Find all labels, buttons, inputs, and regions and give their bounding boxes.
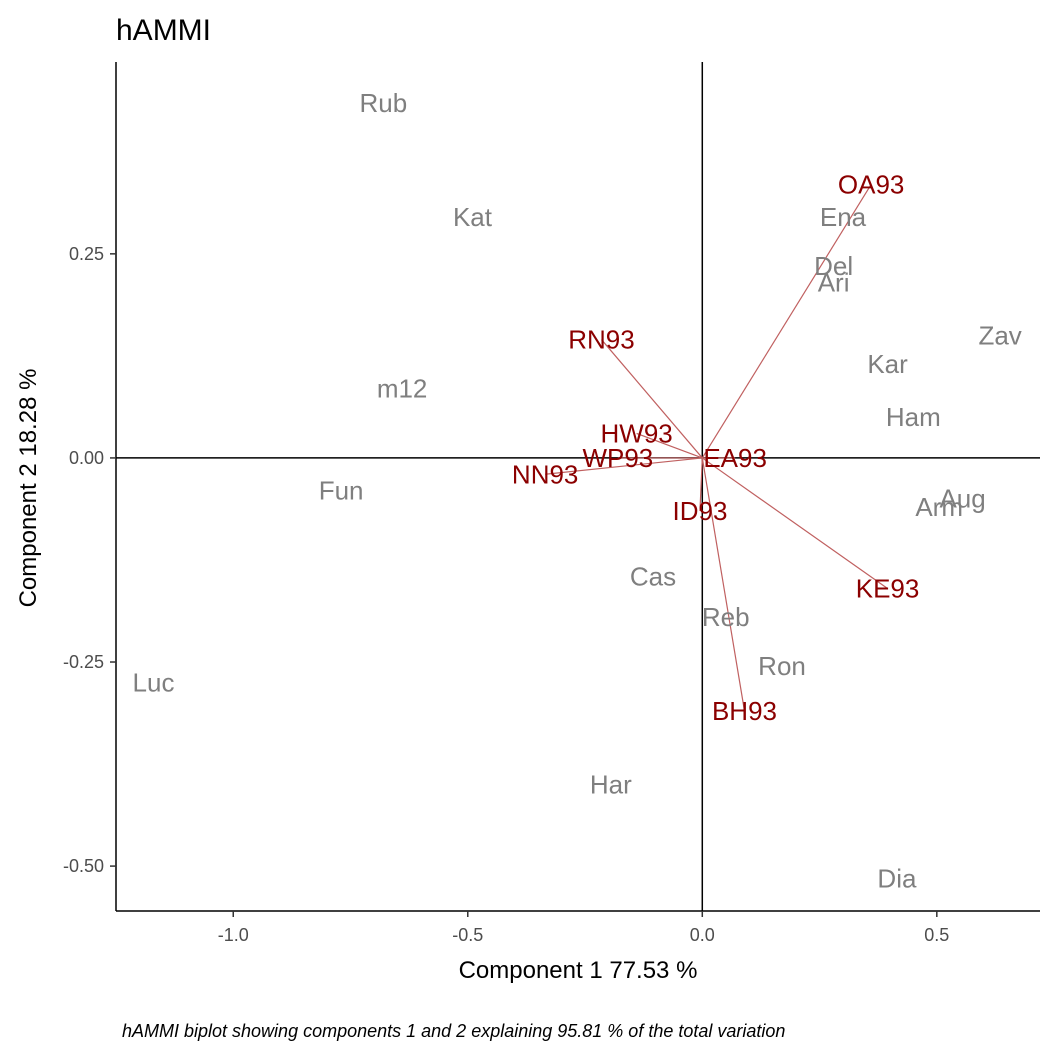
genotype-label-kar: Kar — [867, 349, 908, 379]
genotype-label-arm: Arm — [915, 492, 963, 522]
environment-label-oa93: OA93 — [838, 169, 905, 199]
environment-label-id93: ID93 — [672, 496, 727, 526]
genotype-label-aug: Aug — [939, 484, 985, 514]
x-tick-label: -0.5 — [452, 925, 483, 945]
x-axis-title: Component 1 77.53 % — [459, 957, 698, 984]
environment-label-hw93: HW93 — [601, 418, 673, 448]
vector-ke93 — [701, 457, 888, 590]
y-tick-label: -0.25 — [63, 652, 104, 672]
genotype-label-ari: Ari — [818, 267, 850, 297]
genotype-label-zav: Zav — [978, 320, 1021, 350]
chart-caption: hAMMI biplot showing components 1 and 2 … — [122, 1021, 785, 1041]
vector-bh93 — [701, 457, 746, 712]
y-tick-label: 0.25 — [69, 244, 104, 264]
genotype-label-ena: Ena — [820, 202, 867, 232]
genotype-label-reb: Reb — [702, 602, 750, 632]
genotype-label-cas: Cas — [630, 561, 676, 591]
genotype-label-kat: Kat — [453, 202, 493, 232]
environment-label-wp93: WP93 — [582, 443, 653, 473]
y-axis-title: Component 2 18.28 % — [15, 369, 42, 608]
genotype-label-har: Har — [590, 769, 632, 799]
genotype-label-luc: Luc — [133, 667, 175, 697]
chart-title: hAMMI — [116, 14, 211, 47]
vector-id93 — [699, 457, 703, 512]
genotype-label-ron: Ron — [758, 651, 806, 681]
environment-label-nn93: NN93 — [512, 459, 578, 489]
x-tick-label: 0.5 — [924, 925, 949, 945]
genotype-label-del: Del — [814, 251, 853, 281]
vector-hw93 — [636, 432, 703, 459]
vector-oa93 — [701, 184, 872, 459]
vector-nn93 — [545, 457, 703, 475]
vector-rn93 — [600, 339, 703, 459]
environment-vectors — [545, 184, 888, 712]
genotype-label-fun: Fun — [319, 476, 364, 506]
environment-label-bh93: BH93 — [712, 696, 777, 726]
y-tick-label: -0.50 — [63, 856, 104, 876]
environment-label-rn93: RN93 — [568, 325, 634, 355]
axes: -1.0 -0.5 0.0 0.5 -0.50 -0.25 0.00 0.25 — [63, 62, 1040, 945]
genotype-label-m12: m12 — [377, 374, 428, 404]
x-tick-label: 0.0 — [690, 925, 715, 945]
environment-label-ea93: EA93 — [703, 443, 767, 473]
x-tick-label: -1.0 — [218, 925, 249, 945]
genotype-label-ham: Ham — [886, 402, 941, 432]
genotype-label-dia: Dia — [877, 863, 917, 893]
y-tick-label: 0.00 — [69, 448, 104, 468]
genotype-label-rub: Rub — [359, 88, 407, 118]
environment-label-ke93: KE93 — [856, 574, 920, 604]
